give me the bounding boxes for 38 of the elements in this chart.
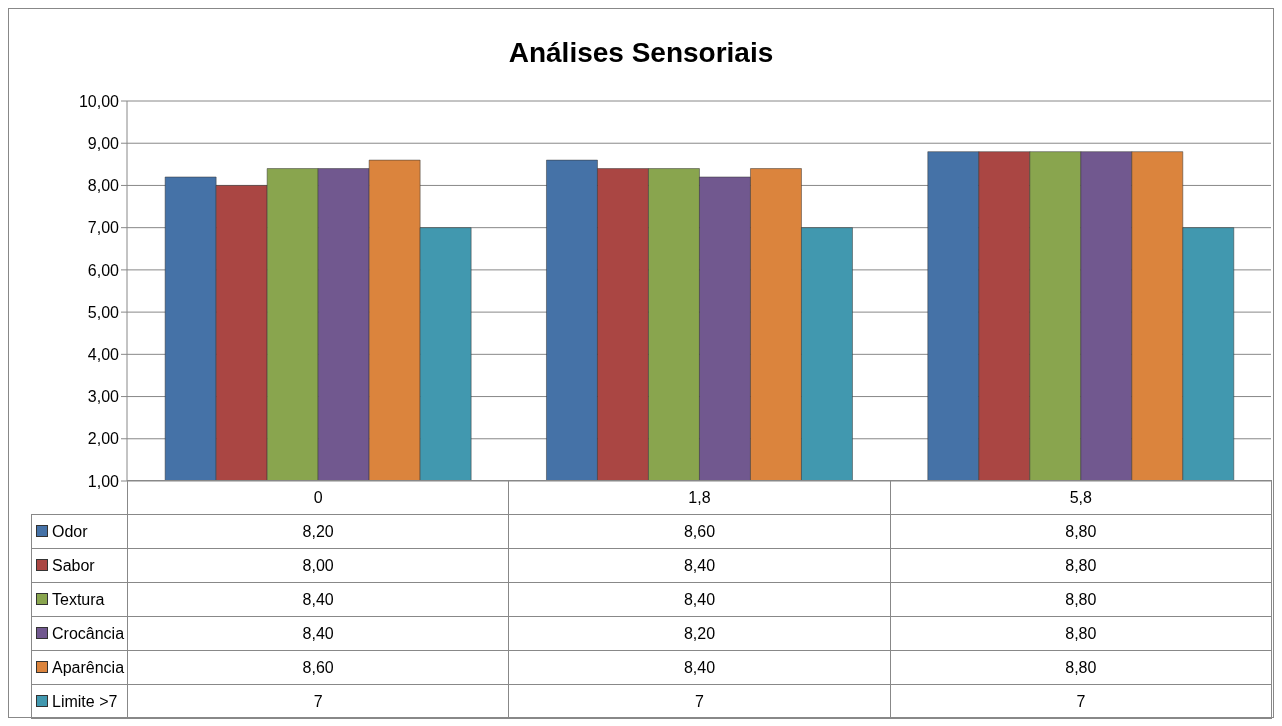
legend-label: Sabor: [31, 548, 128, 583]
y-tick-label: 10,00: [78, 92, 120, 110]
x-tick-label: 0: [127, 480, 509, 515]
data-label: 8,20: [127, 514, 509, 549]
data-label: 8,00: [127, 548, 509, 583]
data-label: 7: [890, 684, 1272, 719]
data-label: 8,80: [890, 650, 1272, 685]
legend-label: Crocância: [31, 616, 128, 651]
data-label: 8,20: [508, 616, 891, 651]
y-tick-label: 7,00: [87, 219, 120, 237]
y-tick-label: 6,00: [87, 261, 120, 279]
data-label: 8,80: [890, 582, 1272, 617]
legend-label: Aparência: [31, 650, 128, 685]
y-tick-label: 1,00: [87, 472, 120, 490]
data-label: 8,60: [127, 650, 509, 685]
x-tick-label: 5,8: [890, 480, 1272, 515]
data-label: 8,80: [890, 514, 1272, 549]
data-label: 8,40: [508, 548, 891, 583]
y-tick-label: 4,00: [87, 346, 120, 364]
data-label: 8,40: [127, 616, 509, 651]
chart-title: Análises Sensoriais: [507, 37, 775, 69]
x-tick-label: 1,8: [508, 480, 891, 515]
data-label: 7: [127, 684, 509, 719]
data-label: 8,80: [890, 548, 1272, 583]
legend-label: Textura: [31, 582, 128, 617]
data-label: 8,40: [508, 582, 891, 617]
data-label: 8,60: [508, 514, 891, 549]
legend-label: Limite >7: [31, 684, 128, 719]
data-label: 8,40: [508, 650, 891, 685]
y-tick-label: 5,00: [87, 303, 120, 321]
y-tick-label: 8,00: [87, 177, 120, 195]
legend-label: Odor: [31, 514, 128, 549]
y-tick-label: 9,00: [87, 134, 120, 152]
y-tick-label: 2,00: [87, 430, 120, 448]
y-tick-label: 3,00: [87, 388, 120, 406]
data-label: 8,80: [890, 616, 1272, 651]
data-label: 7: [508, 684, 891, 719]
data-label: 8,40: [127, 582, 509, 617]
